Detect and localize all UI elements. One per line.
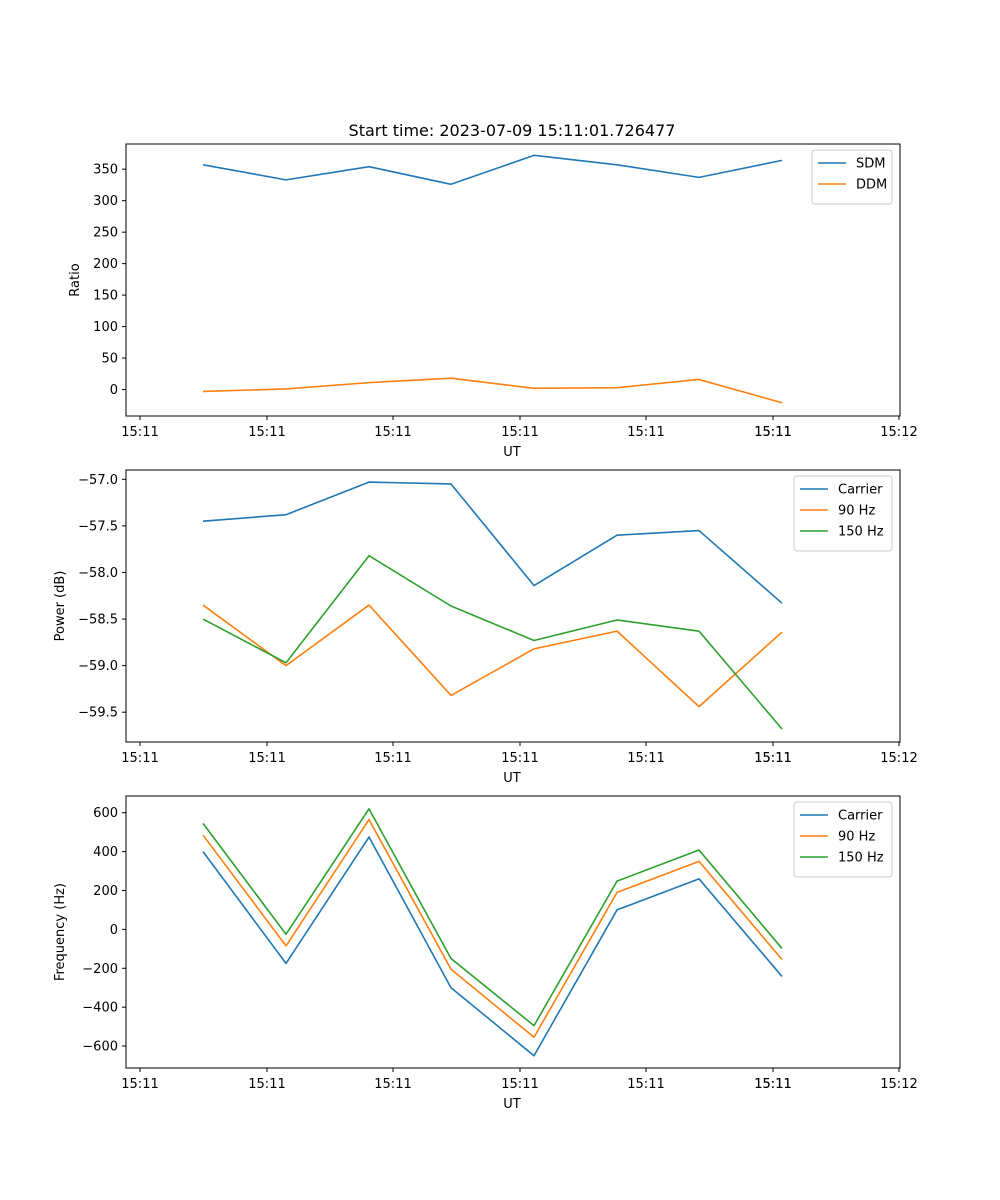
y-axis-label: Power (dB) [53, 571, 68, 642]
y-tick-label: 0 [110, 923, 118, 938]
y-tick-label: 200 [93, 884, 118, 899]
legend-label: DDM [856, 178, 887, 193]
x-axis-label: UT [503, 445, 521, 460]
legend-label: Carrier [838, 483, 883, 498]
series-line-90-hz [202, 818, 783, 1039]
x-tick-label: 15:11 [627, 1077, 664, 1092]
x-tick-label: 15:11 [121, 425, 158, 440]
y-tick-label: −58.5 [78, 613, 118, 628]
legend-label: 90 Hz [838, 830, 875, 845]
series-line-90-hz [202, 604, 783, 708]
y-tick-label: 200 [93, 257, 118, 272]
x-axis-label: UT [503, 1097, 521, 1112]
x-tick-label: 15:11 [121, 751, 158, 766]
x-tick-label: 15:11 [501, 425, 538, 440]
x-tick-label: 15:11 [501, 1077, 538, 1092]
y-tick-label: −600 [82, 1040, 118, 1055]
legend-label: 90 Hz [838, 504, 875, 519]
x-tick-label: 15:11 [627, 751, 664, 766]
plot-frame [125, 469, 901, 743]
figure-title: Start time: 2023-07-09 15:11:01.726477 [349, 121, 676, 140]
y-tick-label: 50 [101, 352, 118, 367]
y-tick-label: 0 [110, 383, 118, 398]
x-tick-label: 15:11 [754, 1077, 791, 1092]
x-tick-label: 15:11 [248, 1077, 285, 1092]
y-axis-label: Ratio [68, 263, 83, 296]
plot-frame [125, 143, 901, 417]
y-tick-label: −59.5 [78, 706, 118, 721]
x-tick-label: 15:11 [374, 425, 411, 440]
x-tick-label: 15:11 [754, 751, 791, 766]
x-tick-label: 15:11 [754, 425, 791, 440]
legend-label: 150 Hz [838, 851, 884, 866]
series-line-sdm [202, 154, 783, 186]
y-tick-label: −200 [82, 962, 118, 977]
x-tick-label: 15:11 [754, 751, 791, 766]
y-tick-label: −59.0 [78, 659, 118, 674]
series-line-carrier [202, 481, 783, 604]
x-tick-label: 15:11 [374, 1077, 411, 1092]
y-tick-label: 300 [93, 194, 118, 209]
y-tick-label: 400 [93, 845, 118, 860]
x-tick-label: 15:11 [627, 425, 664, 440]
plot-frame [125, 795, 901, 1069]
y-tick-label: 250 [93, 226, 118, 241]
y-tick-label: 100 [93, 320, 118, 335]
x-tick-label: 15:11 [754, 1077, 791, 1092]
chart-panels: 15:11 15:11 15:11 15:11 15:11 15:11 15:11 15:12… [53, 143, 918, 1112]
y-tick-label: −58.0 [78, 566, 118, 581]
legend-label: Carrier [838, 809, 883, 824]
series-line-150-hz [202, 554, 783, 730]
series-line-ddm [202, 377, 783, 404]
y-tick-label: 600 [93, 806, 118, 821]
x-tick-label: 15:11 [121, 1077, 158, 1092]
y-tick-label: −57.5 [78, 519, 118, 534]
x-tick-label: 15:11 [754, 425, 791, 440]
x-tick-label: 15:12 [880, 751, 917, 766]
x-tick-label: 15:11 [374, 751, 411, 766]
x-tick-label: 15:12 [880, 425, 917, 440]
y-tick-label: 150 [93, 289, 118, 304]
y-tick-label: −57.0 [78, 473, 118, 488]
x-tick-label: 15:11 [501, 751, 538, 766]
legend-box [793, 801, 893, 878]
legend-box [793, 475, 893, 552]
y-tick-label: 350 [93, 163, 118, 178]
x-tick-label: 15:11 [248, 425, 285, 440]
x-axis-label: UT [503, 771, 521, 786]
y-axis-label: Frequency (Hz) [53, 883, 68, 981]
legend-label: SDM [856, 157, 885, 172]
series-line-150-hz [202, 808, 783, 1027]
series-line-carrier [202, 836, 783, 1057]
x-tick-label: 15:12 [880, 1077, 917, 1092]
x-tick-label: 15:11 [248, 751, 285, 766]
legend-label: 150 Hz [838, 525, 884, 540]
y-tick-label: −400 [82, 1001, 118, 1016]
